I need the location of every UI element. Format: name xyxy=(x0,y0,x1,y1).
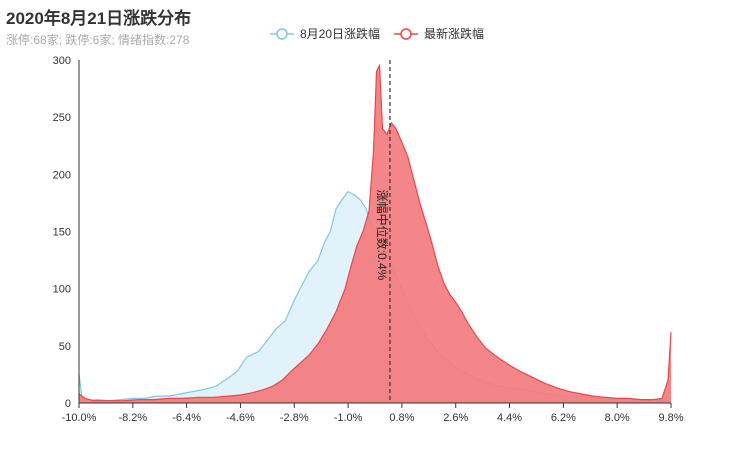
legend-item-prev[interactable]: 8月20日涨跌幅 xyxy=(270,25,380,42)
x-tick-label: -4.6% xyxy=(226,412,255,424)
chart-subtitle: 涨停:68家; 跌停:6家; 情绪指数:278 xyxy=(6,33,190,47)
y-tick-label: 100 xyxy=(53,284,71,296)
y-tick-label: 50 xyxy=(59,341,71,353)
x-tick-label: 9.8% xyxy=(658,412,683,424)
chart-title: 2020年8月21日涨跌分布 xyxy=(6,9,192,28)
legend-item-latest[interactable]: 最新涨跌幅 xyxy=(394,25,484,42)
x-tick-label: -6.4% xyxy=(172,412,201,424)
x-tick-label: -1.0% xyxy=(334,412,363,424)
legend-label-latest: 最新涨跌幅 xyxy=(424,27,485,41)
x-tick-label: -8.2% xyxy=(118,412,147,424)
series-line-1 xyxy=(78,63,672,402)
x-tick-label: 8.0% xyxy=(605,412,630,424)
legend: 8月20日涨跌幅 最新涨跌幅 xyxy=(270,25,484,42)
y-tick-label: 300 xyxy=(53,55,71,67)
legend-circle-icon xyxy=(270,27,294,40)
x-tick-label: 4.4% xyxy=(497,412,522,424)
y-tick-label: 250 xyxy=(53,112,71,124)
x-tick-label: 2.6% xyxy=(443,412,468,424)
legend-label-prev: 8月20日涨跌幅 xyxy=(300,27,381,41)
legend-circle-icon xyxy=(394,27,419,40)
x-tick-label: 6.2% xyxy=(551,412,576,424)
y-tick-label: 0 xyxy=(65,398,71,410)
y-tick-label: 200 xyxy=(53,169,71,181)
x-tick-label: 0.8% xyxy=(389,412,414,424)
x-tick-label: -2.8% xyxy=(280,412,309,424)
series-area-1 xyxy=(79,65,671,403)
median-label: 涨幅中位数:0.4% xyxy=(375,190,390,281)
x-tick-label: -10.0% xyxy=(62,412,97,424)
y-tick-label: 150 xyxy=(53,227,71,239)
